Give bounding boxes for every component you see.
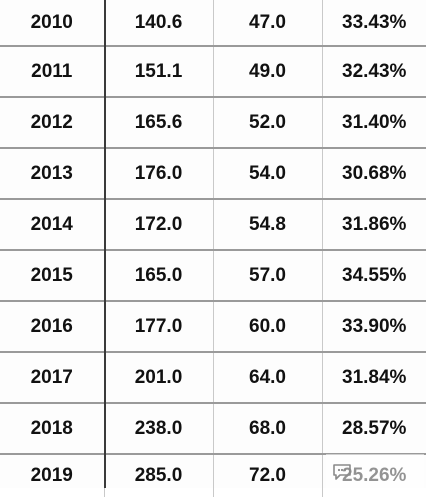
value-b-cell: 64.0	[213, 352, 323, 404]
percent-cell: 31.86%	[322, 199, 426, 251]
year-cell: 2015	[0, 250, 105, 302]
table-row: 2016 177.0 60.0 33.90%	[0, 301, 426, 353]
percent-cell: 30.68%	[322, 148, 426, 200]
year-cell: 2013	[0, 148, 105, 200]
value-a-cell: 285.0	[104, 454, 214, 497]
value-a-cell: 176.0	[104, 148, 214, 200]
value-a-cell: 165.6	[104, 97, 214, 149]
table-row: 2017 201.0 64.0 31.84%	[0, 352, 426, 404]
year-cell: 2010	[0, 0, 105, 47]
value-b-cell: 47.0	[213, 0, 323, 47]
percent-cell: 31.40%	[322, 97, 426, 149]
value-b-cell: 72.0	[213, 454, 323, 497]
year-cell: 2016	[0, 301, 105, 353]
column-divider	[104, 0, 106, 488]
year-cell: 2012	[0, 97, 105, 149]
year-cell: 2018	[0, 403, 105, 455]
value-b-cell: 49.0	[213, 46, 323, 98]
value-b-cell: 57.0	[213, 250, 323, 302]
table-row: 2014 172.0 54.8 31.86%	[0, 199, 426, 251]
year-cell: 2011	[0, 46, 105, 98]
chat-bubble-icon	[331, 462, 353, 482]
table-row: 2018 238.0 68.0 28.57%	[0, 403, 426, 455]
value-b-cell: 54.8	[213, 199, 323, 251]
percent-cell: 28.57%	[322, 403, 426, 455]
table-row: 2010 140.6 47.0 33.43%	[0, 0, 426, 47]
value-a-cell: 165.0	[104, 250, 214, 302]
table-row: 2012 165.6 52.0 31.40%	[0, 97, 426, 149]
year-cell: 2019	[0, 454, 105, 497]
percent-cell: 34.55%	[322, 250, 426, 302]
table-row: 2011 151.1 49.0 32.43%	[0, 46, 426, 98]
value-a-cell: 238.0	[104, 403, 214, 455]
percent-cell: 32.43%	[322, 46, 426, 98]
value-a-cell: 201.0	[104, 352, 214, 404]
year-cell: 2017	[0, 352, 105, 404]
percent-cell: 31.84%	[322, 352, 426, 404]
value-b-cell: 60.0	[213, 301, 323, 353]
value-a-cell: 177.0	[104, 301, 214, 353]
table-row: 2013 176.0 54.0 30.68%	[0, 148, 426, 200]
value-a-cell: 140.6	[104, 0, 214, 47]
year-cell: 2014	[0, 199, 105, 251]
value-a-cell: 151.1	[104, 46, 214, 98]
table-row: 2015 165.0 57.0 34.55%	[0, 250, 426, 302]
percent-cell: 33.43%	[322, 0, 426, 47]
percent-cell: 33.90%	[322, 301, 426, 353]
value-b-cell: 52.0	[213, 97, 323, 149]
value-b-cell: 68.0	[213, 403, 323, 455]
value-b-cell: 54.0	[213, 148, 323, 200]
value-a-cell: 172.0	[104, 199, 214, 251]
